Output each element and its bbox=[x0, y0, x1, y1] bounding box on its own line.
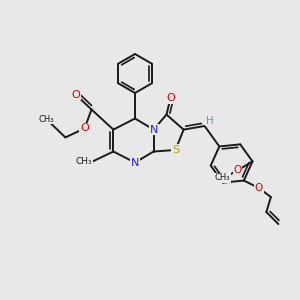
Text: H: H bbox=[206, 116, 214, 126]
Text: CH₃: CH₃ bbox=[38, 115, 54, 124]
Text: O: O bbox=[80, 123, 89, 134]
Text: O: O bbox=[71, 89, 80, 100]
Text: O: O bbox=[233, 165, 242, 176]
Text: CH₃: CH₃ bbox=[76, 158, 92, 166]
Text: O: O bbox=[255, 183, 263, 193]
Text: S: S bbox=[172, 145, 179, 155]
Text: O: O bbox=[166, 93, 175, 103]
Text: N: N bbox=[131, 158, 139, 168]
Text: N: N bbox=[149, 124, 158, 135]
Text: CH₃: CH₃ bbox=[215, 173, 230, 182]
